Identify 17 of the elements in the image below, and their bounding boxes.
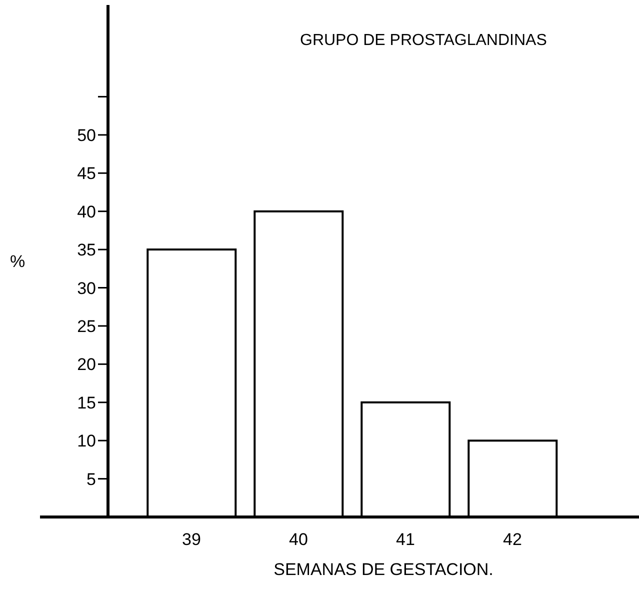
y-tick-label: 25 [77, 316, 96, 336]
x-tick-label: 42 [503, 530, 522, 550]
y-tick-label: 45 [77, 164, 96, 184]
y-tick-label: 5 [86, 470, 96, 489]
text: GRUPO DE PROSTAGLANDINAS [300, 32, 547, 50]
y-tick-label: 40 [77, 202, 96, 222]
y-tick-label: 15 [77, 393, 96, 412]
x-axis-title: SEMANAS DE GESTACION. [274, 560, 494, 579]
y-axis-title: % [10, 252, 26, 272]
y-tick-label: 30 [77, 278, 96, 298]
x-tick-label: 40 [289, 530, 308, 550]
y-tick-label: 35 [77, 240, 96, 260]
x-tick-label: 39 [182, 530, 201, 550]
x-tick-label: 41 [396, 530, 415, 550]
y-tick-label: 10 [77, 432, 96, 451]
y-tick-label: 20 [77, 355, 96, 374]
y-tick-label: 50 [77, 126, 96, 145]
